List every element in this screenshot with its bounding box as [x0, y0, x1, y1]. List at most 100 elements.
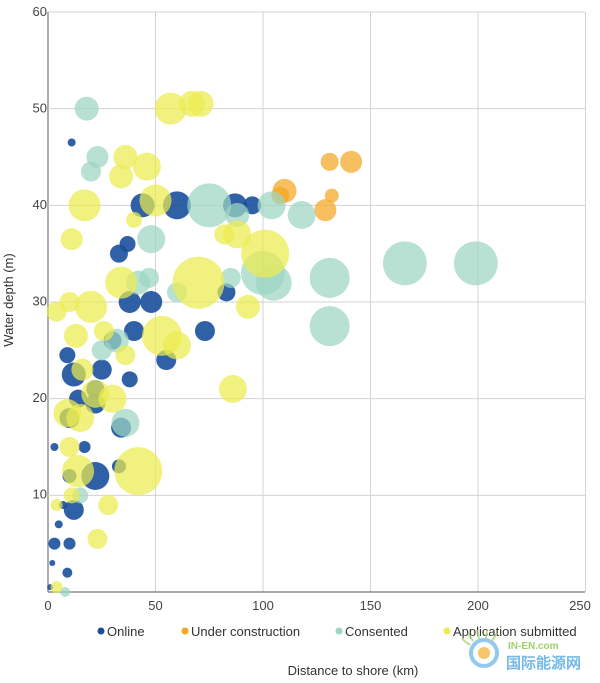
bubble-application-submitted: [68, 189, 101, 222]
legend-swatch-consented: [335, 627, 343, 635]
y-tick-30: 30: [33, 294, 47, 309]
bubble-application-submitted: [63, 323, 88, 348]
bubble-online: [59, 347, 76, 364]
bubble-online: [50, 443, 59, 451]
bubble-consented: [287, 201, 316, 229]
x-tick-0: 0: [44, 598, 51, 613]
bubble-consented: [309, 306, 350, 347]
legend-label-under-construction: Under construction: [191, 624, 300, 639]
bubble-application-submitted: [113, 145, 138, 169]
bubble-application-submitted: [163, 331, 191, 360]
bubble-application-submitted: [66, 404, 95, 432]
bubble-application-submitted: [214, 224, 235, 245]
legend-swatch-under-construction: [181, 627, 189, 635]
bubble-application-submitted: [132, 152, 161, 181]
bubble-under-construction: [314, 199, 337, 222]
bubble-layer: [46, 90, 498, 597]
svg-text:国际能源网: 国际能源网: [506, 654, 581, 672]
bubble-consented: [111, 408, 140, 437]
in-en-logo: IN-EN.com 国际能源网: [461, 629, 581, 672]
bubble-application-submitted: [75, 290, 107, 323]
bubble-application-submitted: [172, 256, 225, 309]
bubble-application-submitted: [87, 528, 108, 549]
bubble-application-submitted: [114, 447, 163, 496]
y-axis-ticks: 60 50 40 30 20 10: [33, 4, 47, 502]
y-tick-40: 40: [33, 197, 47, 212]
bubble-consented: [74, 96, 99, 121]
bubble-consented: [220, 267, 241, 288]
bubble-consented: [453, 241, 498, 286]
bubble-application-submitted: [60, 228, 83, 251]
x-tick-200: 200: [467, 598, 489, 613]
bubble-application-submitted: [93, 321, 114, 341]
bubble-under-construction: [320, 152, 339, 171]
bubble-consented: [60, 587, 71, 597]
bubble-online: [119, 236, 136, 252]
bubble-application-submitted: [235, 294, 260, 319]
bubble-application-submitted: [71, 358, 94, 381]
bubble-application-submitted: [105, 266, 138, 299]
y-tick-20: 20: [33, 390, 47, 405]
legend-label-consented: Consented: [345, 624, 408, 639]
bubble-online: [194, 321, 215, 341]
series-application-submitted: [46, 90, 290, 594]
y-tick-10: 10: [33, 487, 47, 502]
bubble-consented: [139, 267, 160, 288]
legend-label-online: Online: [107, 624, 145, 639]
bubble-consented: [225, 203, 250, 227]
bubble-application-submitted: [139, 184, 172, 217]
legend-label-application-submitted: Application submitted: [453, 624, 577, 639]
bubble-application-submitted: [154, 92, 187, 125]
bubble-online: [121, 371, 138, 388]
bubble-application-submitted: [98, 384, 127, 413]
bubble-online: [140, 291, 163, 313]
legend-swatch-online: [97, 627, 105, 635]
bubble-online: [78, 441, 91, 453]
bubble-online: [124, 321, 144, 341]
bubble-application-submitted: [59, 292, 80, 312]
bubble-under-construction: [324, 188, 339, 203]
y-axis-label: Water depth (m): [1, 253, 16, 346]
bubble-consented: [257, 191, 286, 220]
x-tick-50: 50: [148, 598, 162, 613]
x-tick-150: 150: [360, 598, 382, 613]
bubble-online: [48, 537, 61, 550]
bubble-consented: [187, 183, 232, 228]
bubble-consented: [309, 257, 350, 298]
bubble-consented: [382, 241, 427, 286]
x-tick-100: 100: [252, 598, 274, 613]
bubble-application-submitted: [109, 164, 134, 189]
legend-swatch-application-submitted: [443, 627, 451, 635]
bubble-online: [91, 359, 112, 380]
x-axis-label: Distance to shore (km): [288, 663, 419, 678]
y-tick-50: 50: [33, 101, 47, 116]
bubble-application-submitted: [62, 455, 95, 488]
y-tick-60: 60: [33, 4, 47, 19]
bubble-application-submitted: [59, 437, 80, 457]
bubble-application-submitted: [50, 499, 63, 511]
bubble-application-submitted: [187, 90, 214, 117]
bubble-under-construction: [340, 150, 363, 173]
bubble-application-submitted: [126, 211, 142, 228]
bubble-consented: [137, 225, 166, 254]
svg-text:IN-EN.com: IN-EN.com: [508, 641, 559, 652]
bubble-application-submitted: [63, 487, 80, 504]
series-under-construction: [271, 150, 363, 222]
chart-legend: Online Under construction Consented Appl…: [97, 624, 577, 639]
bubble-application-submitted: [218, 375, 247, 403]
bubble-online: [62, 567, 73, 578]
bubble-application-submitted: [241, 229, 290, 278]
x-axis-ticks: 0 50 100 150 200 250: [44, 598, 590, 613]
bubble-application-submitted: [50, 581, 63, 594]
bubble-online: [67, 138, 76, 147]
bubble-consented: [91, 340, 112, 361]
x-tick-250: 250: [569, 598, 591, 613]
bubble-application-submitted: [98, 495, 119, 515]
bubble-online: [63, 537, 76, 550]
bubble-online: [49, 560, 56, 566]
bubble-application-submitted: [115, 345, 136, 366]
bubble-online: [54, 520, 63, 529]
bubble-consented: [81, 161, 101, 182]
bubble-online: [63, 499, 84, 520]
